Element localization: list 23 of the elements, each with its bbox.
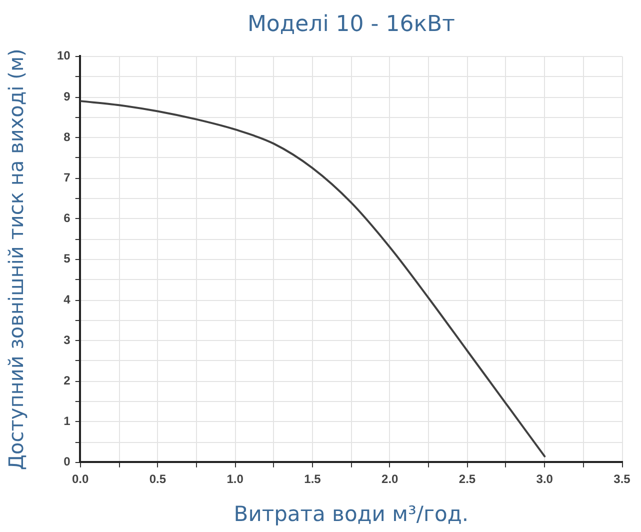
line-series xyxy=(80,100,546,458)
y-tick-label: 2 xyxy=(64,374,71,388)
x-tick-label: 3.5 xyxy=(614,472,631,486)
y-tick-label: 10 xyxy=(56,48,71,63)
x-tick-label: 0.0 xyxy=(72,472,90,486)
x-tick-label: 1.5 xyxy=(304,472,322,486)
y-axis-title: Доступний зовнішній тиск на виході (м) xyxy=(4,48,28,470)
y-tick-label: 1 xyxy=(64,414,71,428)
y-tick-label: 3 xyxy=(64,332,71,347)
y-tick-label: 0 xyxy=(64,454,71,469)
x-tick-label: 2.0 xyxy=(382,472,399,486)
x-tick-label: 3.0 xyxy=(536,472,554,486)
y-tick-label: 5 xyxy=(64,252,71,266)
chart-title: Моделі 10 - 16кВт xyxy=(247,12,456,37)
x-tick-label: 0.5 xyxy=(149,472,166,486)
y-tick-label: 7 xyxy=(64,170,71,185)
x-axis-title: Витрата води м³/год. xyxy=(234,502,469,526)
y-tick-label: 4 xyxy=(64,292,71,306)
x-tick-label: 2.5 xyxy=(458,472,476,486)
y-tick-label: 8 xyxy=(64,130,71,144)
x-tick-label: 1.0 xyxy=(226,472,244,486)
y-tick-label: 9 xyxy=(64,89,71,104)
y-tick-label: 6 xyxy=(64,211,71,226)
